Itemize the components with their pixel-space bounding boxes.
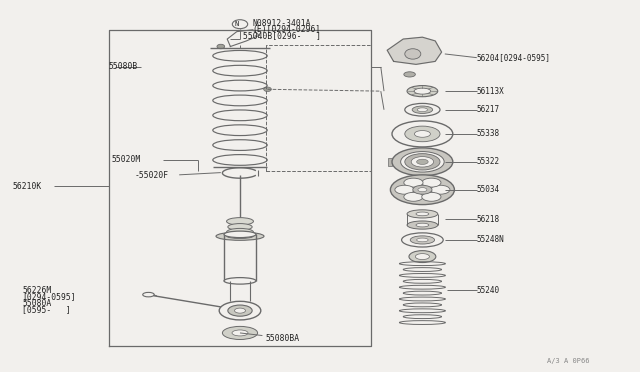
Text: 55080BA: 55080BA	[266, 334, 300, 343]
Ellipse shape	[404, 72, 415, 77]
Ellipse shape	[402, 233, 444, 247]
Ellipse shape	[227, 218, 253, 225]
Ellipse shape	[413, 185, 432, 194]
Ellipse shape	[405, 126, 440, 142]
Ellipse shape	[223, 326, 258, 340]
Circle shape	[232, 20, 248, 29]
Text: 55080A: 55080A	[22, 299, 52, 308]
Ellipse shape	[392, 121, 453, 147]
Ellipse shape	[409, 251, 436, 263]
Text: (E)[0294-0296]: (E)[0294-0296]	[253, 25, 321, 33]
Circle shape	[264, 87, 271, 92]
Text: 55080B: 55080B	[109, 62, 138, 71]
Text: 56217: 56217	[477, 105, 500, 114]
Ellipse shape	[224, 231, 256, 238]
Ellipse shape	[234, 308, 246, 313]
Text: 56218: 56218	[477, 215, 500, 224]
Text: 55248N: 55248N	[477, 235, 504, 244]
Ellipse shape	[431, 185, 450, 194]
Text: 55322: 55322	[477, 157, 500, 166]
Ellipse shape	[415, 254, 429, 260]
Text: N08912-3401A: N08912-3401A	[253, 19, 311, 28]
Ellipse shape	[227, 234, 253, 238]
Ellipse shape	[412, 157, 434, 167]
Ellipse shape	[415, 131, 431, 137]
Text: N: N	[235, 21, 239, 27]
Ellipse shape	[417, 238, 428, 242]
Text: 55338: 55338	[477, 129, 500, 138]
Ellipse shape	[224, 278, 256, 284]
Text: 56226M: 56226M	[22, 286, 52, 295]
Ellipse shape	[417, 108, 428, 112]
Ellipse shape	[143, 292, 154, 297]
Ellipse shape	[395, 185, 414, 194]
Text: 56210K: 56210K	[13, 182, 42, 190]
Polygon shape	[387, 37, 442, 64]
Ellipse shape	[401, 152, 444, 172]
Ellipse shape	[404, 192, 423, 201]
Ellipse shape	[232, 330, 248, 336]
Ellipse shape	[390, 175, 454, 205]
Text: 55020M: 55020M	[112, 155, 141, 164]
Ellipse shape	[405, 154, 440, 170]
Ellipse shape	[407, 86, 438, 97]
Circle shape	[217, 44, 225, 49]
Ellipse shape	[414, 88, 431, 94]
Text: -55020F: -55020F	[134, 171, 168, 180]
Ellipse shape	[416, 223, 429, 227]
Ellipse shape	[418, 188, 427, 192]
Text: [0595-   ]: [0595- ]	[22, 305, 71, 314]
Ellipse shape	[228, 305, 252, 316]
Text: A/3 A 0P66: A/3 A 0P66	[547, 358, 589, 364]
Text: 55240: 55240	[477, 286, 500, 295]
Ellipse shape	[412, 106, 433, 113]
Ellipse shape	[219, 301, 261, 320]
Text: [0294-0595]: [0294-0595]	[22, 292, 76, 301]
Text: 55040B[0296-   ]: 55040B[0296- ]	[243, 31, 321, 40]
Ellipse shape	[392, 148, 453, 176]
Ellipse shape	[410, 236, 435, 244]
Ellipse shape	[417, 159, 428, 164]
Ellipse shape	[405, 103, 440, 116]
Ellipse shape	[228, 224, 252, 230]
Text: 55034: 55034	[477, 185, 500, 194]
Ellipse shape	[407, 210, 438, 218]
Ellipse shape	[407, 221, 438, 229]
Text: 56113X: 56113X	[477, 87, 504, 96]
Ellipse shape	[216, 232, 264, 240]
Polygon shape	[388, 158, 392, 166]
Text: 56204[0294-0595]: 56204[0294-0595]	[477, 53, 551, 62]
Ellipse shape	[405, 49, 421, 59]
Ellipse shape	[404, 178, 423, 187]
Ellipse shape	[227, 228, 253, 236]
Ellipse shape	[422, 192, 441, 201]
Ellipse shape	[422, 178, 441, 187]
Ellipse shape	[416, 212, 429, 216]
